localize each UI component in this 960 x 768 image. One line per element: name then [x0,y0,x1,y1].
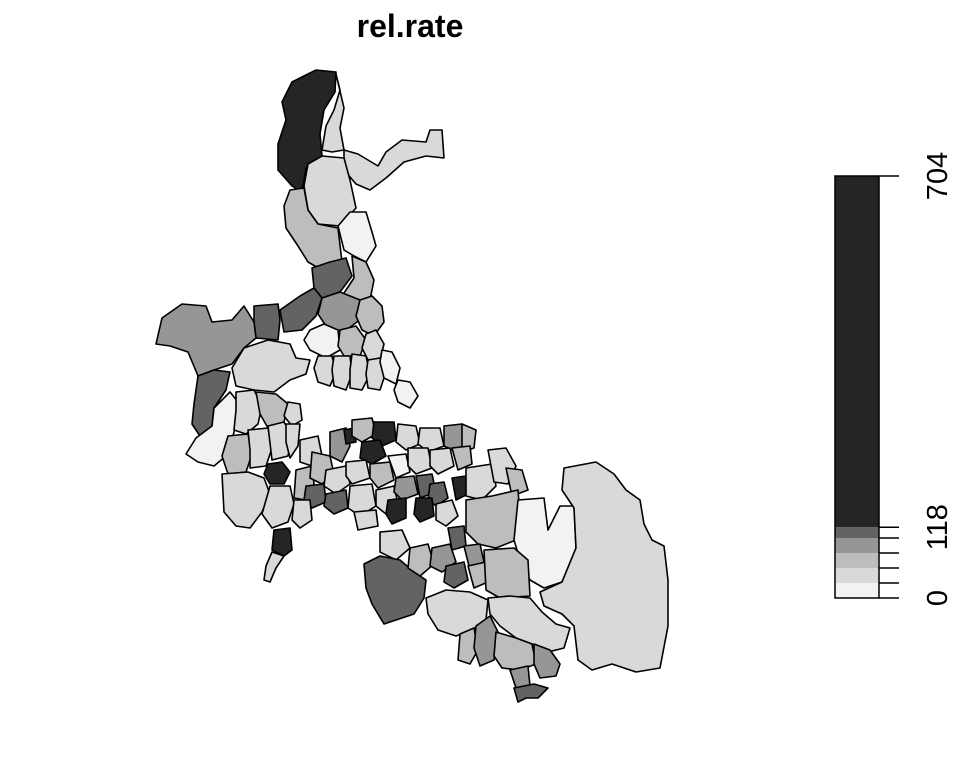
map-region [407,543,435,577]
map-region [285,423,301,459]
map-region [291,499,313,529]
legend-color-band [835,568,879,584]
legend-color-band [835,538,879,554]
map-region [323,465,351,495]
legend-label-mid: 118 [922,504,954,550]
map-region [505,467,529,497]
legend-color-band [835,527,879,539]
map-region [435,499,459,527]
map-region [407,447,433,475]
map-region [353,509,379,531]
map-region [313,355,337,387]
map-region [231,339,311,393]
legend-frame [834,175,880,599]
map-region [457,627,479,665]
map-region [349,353,371,391]
map-region [363,555,427,625]
map-region [263,551,285,583]
legend-color-bands [835,176,879,598]
map-region [395,423,421,451]
legend-ticks [879,175,899,599]
map-region [369,461,395,489]
map-region [351,417,377,443]
map-region [317,291,363,333]
map-region [451,445,473,471]
map-region [155,303,257,377]
map-region [473,615,499,667]
legend-color-band [835,583,879,598]
legend-label-max: 704 [922,152,954,200]
map-region [385,497,407,525]
map-region [279,287,323,333]
map-region [465,489,521,549]
map-region [263,461,291,485]
map-region [465,463,497,501]
map-region [261,485,295,529]
map-region [221,471,271,529]
map-region [539,461,669,673]
map-region [221,433,253,475]
legend-color-band [835,553,879,569]
map-region [413,497,435,523]
color-legend: 0 118 704 [834,152,954,606]
map-region [283,401,303,427]
map-region [429,447,455,475]
map-region [483,547,531,599]
map-region [303,323,341,359]
map-region [277,69,337,193]
map-region [443,561,469,589]
map-title: rel.rate [357,8,464,44]
map-region [253,303,281,341]
map-region [387,453,411,479]
legend-label-min: 0 [922,590,954,606]
map-region [513,683,549,703]
map-region [271,527,293,557]
region-map [155,69,669,703]
map-region [323,489,349,515]
map-region [461,423,477,453]
map-region [393,475,419,501]
map-region [359,439,387,465]
map-region [533,643,561,679]
map-region [321,73,345,153]
map-region [487,595,571,653]
legend-color-band [835,176,879,528]
map-region [379,529,411,561]
map-region [337,211,377,263]
map-region [355,295,385,337]
map-region [345,459,371,485]
map-region [393,379,419,409]
map-region [331,355,353,391]
map-region [343,129,445,191]
